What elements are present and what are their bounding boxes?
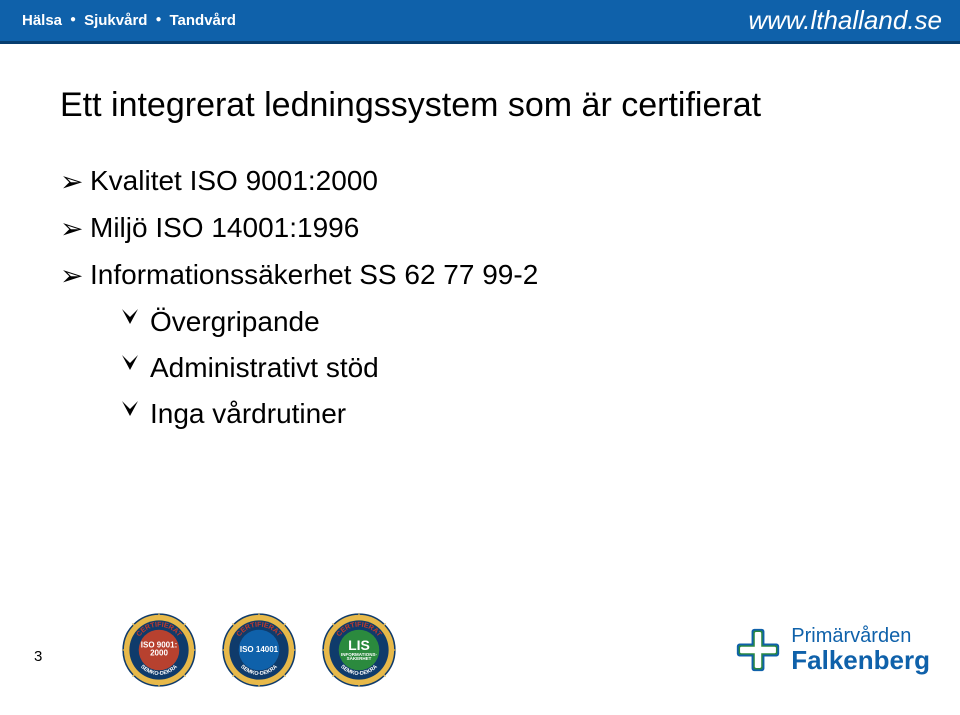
slide-title: Ett integrerat ledningssystem som är cer… <box>60 86 900 125</box>
header-url: www.lthalland.se <box>748 5 942 36</box>
arrow-icon: ➢ <box>60 259 90 292</box>
slide-footer: 3 CERTIFIERAT SEMKO·DEKRA ISO 9001: 2000 <box>0 605 960 695</box>
sub-bullet-text: Övergripande <box>150 306 320 338</box>
bullet-text: Miljö ISO 14001:1996 <box>90 212 359 244</box>
cert-badge-lis: CERTIFIERAT SEMKO·DEKRA LIS INFORMATIONS… <box>320 611 398 689</box>
bullet-item: ➢ Informationssäkerhet SS 62 77 99-2 <box>60 259 900 292</box>
check-arrow-icon <box>120 352 150 372</box>
header-item: Sjukvård <box>84 12 147 29</box>
badge-center: ISO 14001 <box>240 646 278 654</box>
badge-center-line1: LIS <box>341 638 377 653</box>
sub-bullet-text: Inga vårdrutiner <box>150 398 346 430</box>
logo-line2: Falkenberg <box>791 647 930 674</box>
badge-center-line2: INFORMATIONS- SÄKERHET <box>341 653 377 662</box>
bullet-item: ➢ Kvalitet ISO 9001:2000 <box>60 165 900 198</box>
footer-logo: Primärvården Falkenberg <box>735 626 930 674</box>
plus-cross-icon <box>735 627 781 673</box>
check-arrow-icon <box>120 398 150 418</box>
badge-center: LIS INFORMATIONS- SÄKERHET <box>341 638 377 662</box>
arrow-icon: ➢ <box>60 212 90 245</box>
bullet-separator: ● <box>70 15 76 25</box>
sub-bullet-text: Administrativt stöd <box>150 352 379 384</box>
cert-badge-iso14001: CERTIFIERAT SEMKO·DEKRA ISO 14001 <box>220 611 298 689</box>
sub-bullet-item: Administrativt stöd <box>120 352 900 384</box>
page-number: 3 <box>34 648 42 665</box>
bullet-list: ➢ Kvalitet ISO 9001:2000 ➢ Miljö ISO 140… <box>60 165 900 430</box>
sub-bullet-item: Övergripande <box>120 306 900 338</box>
logo-text: Primärvården Falkenberg <box>791 626 930 674</box>
header-item: Tandvård <box>170 12 236 29</box>
slide-content: Ett integrerat ledningssystem som är cer… <box>0 44 960 430</box>
certification-badges: CERTIFIERAT SEMKO·DEKRA ISO 9001: 2000 C… <box>120 611 398 689</box>
check-arrow-icon <box>120 306 150 326</box>
header-left-text: Hälsa ● Sjukvård ● Tandvård <box>22 12 236 29</box>
arrow-icon: ➢ <box>60 165 90 198</box>
badge-center-line1: ISO 14001 <box>240 646 278 654</box>
sub-bullet-list: Övergripande Administrativt stöd Inga vå… <box>120 306 900 430</box>
bullet-text: Informationssäkerhet SS 62 77 99-2 <box>90 259 538 291</box>
badge-center: ISO 9001: 2000 <box>141 642 177 659</box>
cert-badge-iso9001: CERTIFIERAT SEMKO·DEKRA ISO 9001: 2000 <box>120 611 198 689</box>
bullet-text: Kvalitet ISO 9001:2000 <box>90 165 378 197</box>
badge-center-line2: 2000 <box>141 650 177 658</box>
bullet-item: ➢ Miljö ISO 14001:1996 <box>60 212 900 245</box>
header-item: Hälsa <box>22 12 62 29</box>
logo-line1: Primärvården <box>791 626 930 647</box>
bullet-separator: ● <box>155 15 161 25</box>
sub-bullet-item: Inga vårdrutiner <box>120 398 900 430</box>
top-header-bar: Hälsa ● Sjukvård ● Tandvård www.lthallan… <box>0 0 960 44</box>
